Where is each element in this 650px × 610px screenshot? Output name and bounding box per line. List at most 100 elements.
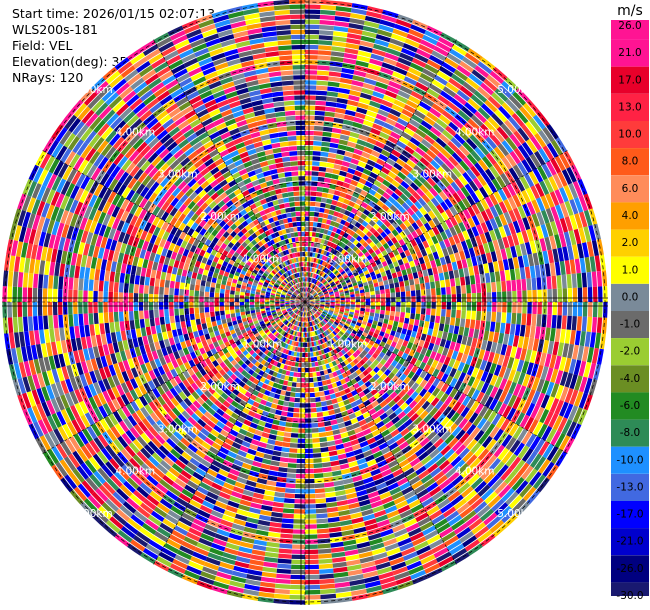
ppi-cell xyxy=(318,316,323,321)
ppi-cell xyxy=(308,372,313,378)
ppi-cell xyxy=(309,211,315,217)
ppi-cell xyxy=(346,318,353,323)
ppi-cell xyxy=(323,369,329,376)
ppi-cell xyxy=(309,300,316,302)
ppi-cell xyxy=(286,365,292,372)
ppi-cell xyxy=(328,279,334,285)
ppi-cell xyxy=(305,402,311,409)
ppi-cell xyxy=(301,362,305,368)
ppi-cell xyxy=(305,271,307,277)
ppi-cell xyxy=(294,498,305,504)
ppi-cell xyxy=(420,295,427,302)
ppi-cell xyxy=(344,310,350,314)
ppi-cell xyxy=(303,327,305,333)
ppi-cell xyxy=(243,275,250,281)
ppi-cell xyxy=(343,353,350,360)
ppi-cell xyxy=(277,278,283,283)
ppi-cell xyxy=(305,337,308,343)
ppi-cell xyxy=(289,288,294,293)
ppi-cell xyxy=(239,337,246,344)
ppi-cell xyxy=(280,295,286,298)
ppi-cell xyxy=(301,357,305,363)
ppi-cell xyxy=(379,289,386,295)
ppi-cell xyxy=(327,288,333,292)
ppi-cell xyxy=(335,327,341,333)
ppi-cell xyxy=(291,295,296,298)
ppi-cell xyxy=(311,236,316,243)
ppi-cell xyxy=(305,175,312,181)
ppi-cell xyxy=(290,269,295,275)
ppi-cell xyxy=(269,327,275,333)
ppi-cell xyxy=(281,281,287,287)
ppi-cell xyxy=(323,336,328,343)
ppi-cell xyxy=(329,292,335,296)
ppi-cell xyxy=(405,307,411,314)
ppi-cell xyxy=(317,309,323,313)
ppi-cell xyxy=(234,294,240,299)
ppi-cell xyxy=(314,303,320,306)
ppi-cell xyxy=(228,325,235,331)
ppi-cell xyxy=(323,358,329,365)
ppi-cell xyxy=(294,503,305,510)
ppi-cell xyxy=(188,302,195,309)
ppi-cell xyxy=(298,277,301,283)
ppi-cell xyxy=(296,221,302,227)
ppi-cell xyxy=(292,285,297,291)
ppi-cell xyxy=(278,263,283,270)
ppi-cell xyxy=(320,302,326,305)
ppi-cell xyxy=(274,282,280,287)
ppi-cell xyxy=(342,341,348,348)
ppi-cell xyxy=(235,283,242,289)
ppi-cell xyxy=(309,302,316,304)
ppi-cell xyxy=(247,340,254,347)
ppi-cell xyxy=(319,354,324,361)
ppi-cell xyxy=(276,279,282,285)
ppi-cell xyxy=(293,226,298,233)
ppi-cell xyxy=(400,296,406,302)
ppi-cell xyxy=(272,268,278,274)
ppi-cell xyxy=(324,316,330,322)
ppi-cell xyxy=(285,285,290,290)
ppi-cell xyxy=(296,468,305,474)
ppi-cell xyxy=(294,346,298,352)
ppi-cell xyxy=(320,327,325,333)
ppi-cell xyxy=(268,228,275,235)
ppi-cell xyxy=(267,363,273,370)
ppi-cell xyxy=(263,335,270,342)
ppi-cell xyxy=(345,269,352,275)
ppi-cell xyxy=(291,361,296,367)
ppi-cell xyxy=(348,286,354,291)
ppi-cell xyxy=(295,302,301,305)
ppi-cell xyxy=(245,337,252,344)
ppi-cell xyxy=(296,310,300,315)
ppi-cell xyxy=(305,266,307,272)
ppi-cell xyxy=(431,302,437,309)
ppi-cell xyxy=(303,306,305,313)
ppi-cell xyxy=(318,291,323,296)
ppi-cell xyxy=(275,259,281,266)
ppi-cell xyxy=(281,274,286,280)
ppi-cell xyxy=(287,308,292,313)
ppi-cell xyxy=(318,276,323,282)
ppi-cell xyxy=(287,291,292,296)
ppi-cell xyxy=(332,312,338,317)
ppi-cell xyxy=(270,257,276,263)
ppi-cell xyxy=(302,292,305,298)
ppi-cell xyxy=(308,282,312,288)
ppi-cell xyxy=(331,261,337,267)
ppi-cell xyxy=(323,291,329,295)
ppi-cell xyxy=(325,323,330,329)
ppi-cell xyxy=(318,293,324,297)
ppi-cell xyxy=(322,311,328,315)
ppi-cell xyxy=(321,380,328,386)
ppi-cell xyxy=(281,239,287,246)
ppi-cell xyxy=(314,325,318,331)
ppi-cell xyxy=(327,340,333,346)
ppi-cell xyxy=(311,331,315,337)
ppi-cell xyxy=(237,322,244,328)
ppi-cell xyxy=(286,344,291,351)
ppi-cell xyxy=(321,326,326,332)
ppi-cell xyxy=(92,302,99,314)
ppi-cell xyxy=(302,322,304,328)
ppi-cell xyxy=(263,361,270,368)
